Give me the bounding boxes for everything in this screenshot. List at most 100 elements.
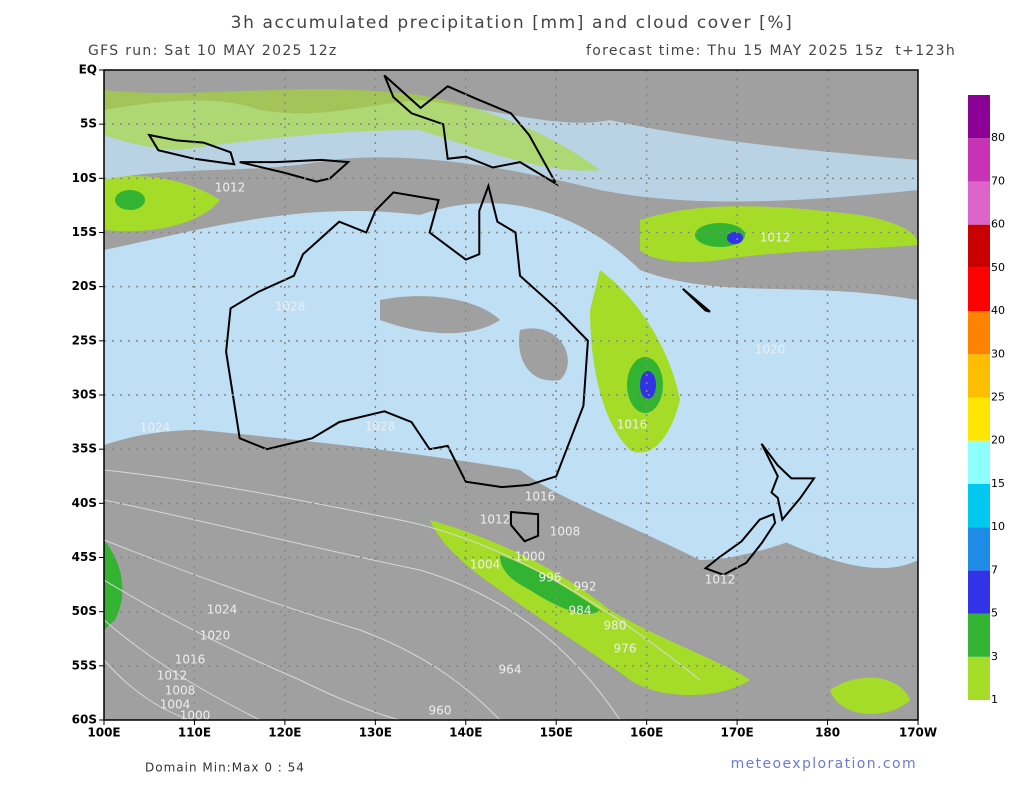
lat-label: 40S bbox=[72, 496, 97, 510]
isobar-label: 1020 bbox=[200, 629, 231, 643]
colorbar-segment bbox=[968, 224, 990, 268]
isobar-label: 1008 bbox=[165, 684, 196, 698]
lon-label: 180 bbox=[815, 726, 840, 740]
isobar-label: 984 bbox=[569, 604, 592, 618]
isobar-label: 1012 bbox=[215, 181, 246, 195]
colorbar-segment bbox=[968, 440, 990, 484]
colorbar-label: 25 bbox=[991, 391, 1005, 404]
isobar-label: 996 bbox=[539, 571, 562, 585]
colorbar-label: 10 bbox=[991, 520, 1005, 533]
website: meteoexploration.com bbox=[731, 756, 917, 772]
lon-label: 170W bbox=[899, 726, 937, 740]
colorbar-label: 60 bbox=[991, 218, 1005, 231]
lat-label: 25S bbox=[72, 333, 97, 347]
isobar-label: 1012 bbox=[480, 513, 511, 527]
isobar-label: 1028 bbox=[365, 420, 396, 434]
coastline bbox=[147, 74, 816, 576]
isobar-label: 1000 bbox=[515, 550, 546, 564]
isobar-label: 1024 bbox=[207, 603, 238, 617]
colorbar-segment bbox=[968, 527, 990, 571]
domain-minmax: Domain Min:Max 0 : 54 bbox=[145, 761, 305, 775]
colorbar-label: 20 bbox=[991, 434, 1005, 447]
precip-band bbox=[104, 176, 220, 232]
colorbar-label: 5 bbox=[991, 607, 998, 620]
isobar-label: 976 bbox=[614, 642, 637, 656]
isobar-label: 1016 bbox=[617, 418, 648, 432]
isobars bbox=[104, 469, 701, 720]
isobar-label: 1000 bbox=[180, 709, 211, 723]
colorbar-segment bbox=[968, 267, 990, 312]
lat-label: 20S bbox=[72, 279, 97, 293]
forecast-time: forecast time: Thu 15 MAY 2025 15z t+123… bbox=[586, 43, 956, 59]
colorbar-label: 80 bbox=[991, 131, 1005, 144]
precip-band bbox=[640, 206, 918, 262]
colorbar-label: 70 bbox=[991, 174, 1005, 187]
isobar-label: 1008 bbox=[550, 525, 581, 539]
coast-outline bbox=[760, 443, 816, 522]
lon-label: 130E bbox=[359, 726, 392, 740]
lat-label: 50S bbox=[72, 604, 97, 618]
colorbar-label: 30 bbox=[991, 347, 1005, 360]
isobar-label: 992 bbox=[574, 580, 597, 594]
lon-label: 100E bbox=[87, 726, 120, 740]
colorbar-segment bbox=[968, 656, 990, 700]
colorbar-segment bbox=[968, 311, 990, 355]
isobar-label: 1012 bbox=[760, 231, 791, 245]
title: 3h accumulated precipitation [mm] and cl… bbox=[231, 13, 794, 33]
precip-cell bbox=[727, 232, 743, 244]
colorbar-segment bbox=[968, 613, 990, 657]
isobar-label: 964 bbox=[499, 663, 522, 677]
lat-label: 30S bbox=[72, 388, 97, 402]
lat-label: 55S bbox=[72, 658, 97, 672]
coast-outline bbox=[383, 74, 559, 187]
colorbar-label: 15 bbox=[991, 477, 1005, 490]
precip-band bbox=[500, 555, 600, 614]
lon-label: 150E bbox=[540, 726, 573, 740]
isobar-label: 1024 bbox=[140, 421, 171, 435]
isobar-label: 1012 bbox=[157, 669, 188, 683]
precip-band bbox=[830, 677, 910, 714]
isobar-label: 1016 bbox=[175, 653, 206, 667]
lat-label: 5S bbox=[80, 117, 97, 131]
lat-label: EQ bbox=[79, 63, 97, 77]
colorbar-segment bbox=[968, 138, 990, 182]
colorbar-label: 3 bbox=[991, 650, 998, 663]
coast-outline bbox=[682, 288, 711, 313]
lon-label: 170E bbox=[720, 726, 753, 740]
cloud-patch bbox=[380, 296, 500, 334]
lon-label: 140E bbox=[449, 726, 482, 740]
coast-outline bbox=[147, 133, 236, 166]
isobar-label: 1004 bbox=[470, 558, 501, 572]
coast-outline bbox=[239, 158, 351, 183]
colorbar-segment bbox=[968, 354, 990, 398]
lon-label: 110E bbox=[178, 726, 211, 740]
isobar-label: 960 bbox=[429, 704, 452, 718]
coast-outline bbox=[225, 182, 589, 489]
colorbar-segment bbox=[968, 570, 990, 614]
colorbar-segment bbox=[968, 397, 990, 441]
precip-cell bbox=[640, 371, 656, 399]
coast-outline bbox=[510, 510, 540, 543]
lat-label: 45S bbox=[72, 550, 97, 564]
isobar-label: 1020 bbox=[755, 343, 786, 357]
isobar-label: 1028 bbox=[275, 300, 306, 314]
clear-sky bbox=[104, 203, 918, 560]
run-time: GFS run: Sat 10 MAY 2025 12z bbox=[88, 43, 338, 59]
lon-label: 160E bbox=[630, 726, 663, 740]
colorbar: 1 3 5 7 10 15 20 25 30 40 50 60 70 80 bbox=[968, 95, 1005, 706]
coast-outline bbox=[703, 512, 777, 576]
lat-label: 35S bbox=[72, 442, 97, 456]
colorbar-label: 40 bbox=[991, 304, 1005, 317]
lat-label: 15S bbox=[72, 225, 97, 239]
precip-band bbox=[590, 270, 680, 453]
precip-band bbox=[104, 89, 600, 171]
axes: EQ5S10S15S20S25S30S35S40S45S50S55S60S100… bbox=[72, 63, 937, 740]
lon-label: 120E bbox=[268, 726, 301, 740]
precip-cell bbox=[115, 190, 145, 210]
lat-label: 60S bbox=[72, 713, 97, 727]
lat-label: 10S bbox=[72, 171, 97, 185]
colorbar-segment bbox=[968, 483, 990, 528]
